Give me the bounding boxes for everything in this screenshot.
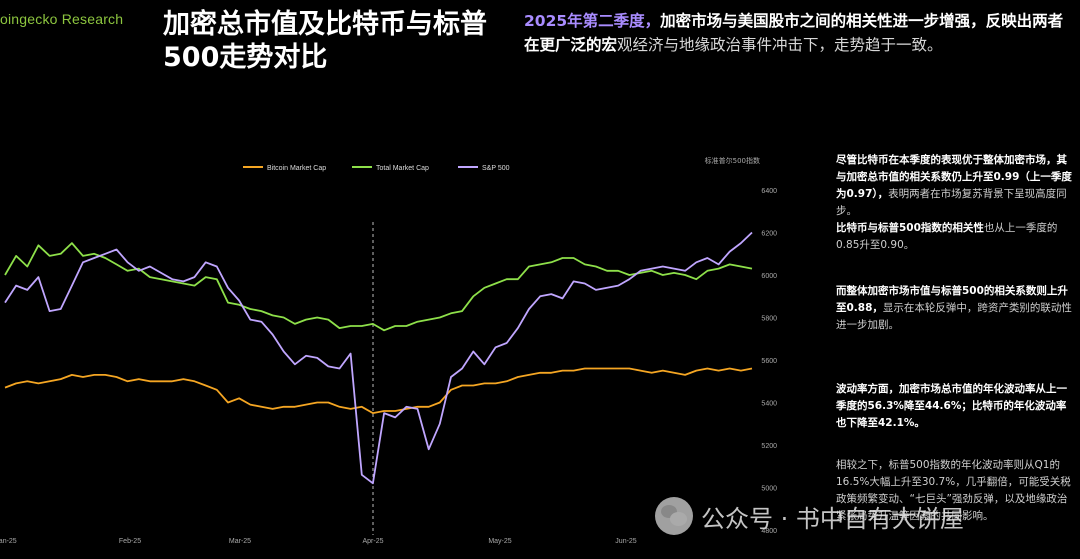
paragraph-2-bold: 比特币与标普500指数的相关性 [836, 222, 984, 234]
watermark-text: 公众号 · 书中自有大饼屋 [701, 504, 964, 533]
x-tick-label: Jun-25 [615, 538, 637, 545]
paragraph-5: 相较之下，标普500指数的年化波动率则从Q1的16.5%大幅上升至30.7%，几… [836, 457, 1076, 525]
brand-logo-text: oingecko Research [0, 11, 124, 27]
paragraph-1-text: 表明两者在市场复苏背景下呈现高度同步。 [836, 188, 1067, 217]
series-line-bitcoin-market-cap [4, 367, 753, 415]
x-tick-label: Mar-25 [229, 538, 251, 545]
legend-label: Bitcoin Market Cap [267, 165, 326, 172]
paragraph-3: 而整体加密市场市值与标普500的相关系数则上升至0.88，显示在本轮反弹中，跨资… [836, 283, 1076, 334]
series-line-s-p-500 [4, 231, 753, 485]
paragraph-3-text: 显示在本轮反弹中，跨资产类别的联动性进一步加剧。 [836, 302, 1072, 331]
wechat-icon [655, 497, 693, 535]
paragraph-4-bold: 波动率方面，加密市场总市值的年化波动率从上一季度的56.3%降至44.6%；比特… [836, 383, 1067, 429]
page-title: 加密总市值及比特币与标普500走势对比 [163, 9, 487, 73]
right-tick-label: 6400 [761, 188, 777, 195]
correlation-chart: Bitcoin Market Cap Total Market Cap S&P 50… [0, 156, 777, 545]
paragraph-2-text: 也从上一季度的0.85升至0.90。 [836, 222, 1058, 251]
headline-part2: 加密市场与美国股市之间的相关性进一步增强，反映出两者在更广泛的宏 [524, 12, 1064, 54]
legend-label: Total Market Cap [376, 165, 429, 172]
paragraph-5-text: 相较之下，标普500指数的年化波动率则从Q1的16.5%大幅上升至30.7%，几… [836, 459, 1071, 522]
legend-label: S&P 500 [482, 165, 510, 172]
paragraph-3-bold: 而整体加密市场市值与标普500的相关系数则上升至0.88， [836, 285, 1068, 314]
x-tick-label: Jan-25 [0, 538, 17, 545]
series-line-total-market-cap [4, 242, 753, 332]
right-tick-label: 5600 [761, 358, 777, 365]
right-tick-label: 6200 [761, 231, 777, 238]
right-tick-label: 5000 [761, 486, 777, 493]
x-tick-label: May-25 [488, 538, 511, 545]
paragraph-4: 波动率方面，加密市场总市值的年化波动率从上一季度的56.3%降至44.6%；比特… [836, 381, 1076, 432]
headline-part3: 观经济与地缘政治事件冲击下，走势趋于一致。 [617, 36, 943, 54]
right-tick-label: 5400 [761, 401, 777, 408]
right-tick-label: 5200 [761, 443, 777, 450]
right-tick-label: 5800 [761, 316, 777, 323]
right-tick-label: 4800 [761, 528, 777, 535]
paragraph-1-bold: 尽管比特币在本季度的表现优于整体加密市场，其与加密总市值的相关系数仍上升至0.9… [836, 154, 1072, 200]
right-tick-label: 6000 [761, 273, 777, 280]
headline: 2025年第二季度，加密市场与美国股市之间的相关性进一步增强，反映出两者在更广泛… [524, 9, 1064, 57]
paragraph-2: 比特币与标普500指数的相关性也从上一季度的0.85升至0.90。 [836, 220, 1076, 254]
paragraph-1: 尽管比特币在本季度的表现优于整体加密市场，其与加密总市值的相关系数仍上升至0.9… [836, 152, 1076, 220]
watermark: 公众号 · 书中自有大饼屋 [655, 497, 964, 535]
x-tick-label: Feb-25 [119, 538, 141, 545]
x-tick-label: Apr-25 [362, 538, 383, 545]
headline-part1: 2025年第二季度， [524, 12, 661, 30]
right-axis-label: 标准普尔500指数 [705, 156, 760, 165]
